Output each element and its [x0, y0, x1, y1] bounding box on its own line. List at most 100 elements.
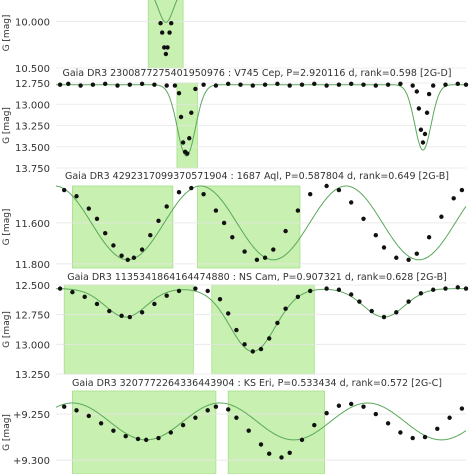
data-point — [406, 257, 411, 262]
data-point — [349, 81, 354, 87]
data-point — [111, 243, 116, 248]
light-curve-panel-5: Gaia DR3 3207772264336443904 : KS Eri, P… — [2, 378, 467, 474]
data-point — [185, 151, 190, 156]
data-point — [394, 310, 399, 315]
data-point — [369, 308, 374, 314]
data-point — [230, 235, 235, 240]
data-point — [398, 430, 403, 435]
data-point — [176, 288, 182, 294]
data-point — [213, 208, 219, 213]
data-point — [416, 106, 422, 111]
data-point — [86, 413, 92, 419]
y-tick-label: 13.250 — [15, 122, 50, 133]
data-point — [324, 410, 329, 416]
data-point — [373, 83, 378, 88]
data-point — [279, 455, 284, 460]
data-point — [254, 257, 260, 262]
data-point — [57, 82, 63, 87]
data-point — [385, 421, 391, 426]
data-point — [234, 327, 239, 333]
data-point — [94, 216, 100, 221]
y-tick-label: 13.500 — [15, 143, 50, 154]
data-point — [295, 294, 301, 300]
data-point — [66, 81, 71, 87]
data-point — [152, 82, 157, 87]
data-point — [258, 442, 264, 447]
light-curve-panel-1: 10.000 10.500 G [mag] — [2, 0, 466, 75]
data-point — [262, 82, 268, 87]
data-point — [381, 245, 387, 250]
data-point — [267, 451, 272, 456]
data-point — [349, 401, 354, 407]
data-point — [443, 286, 448, 291]
data-point — [324, 183, 329, 189]
data-point — [336, 287, 342, 292]
data-point — [201, 82, 206, 87]
data-point — [148, 233, 153, 238]
data-point — [103, 230, 108, 236]
model-curve — [154, 0, 178, 23]
data-point — [94, 301, 100, 307]
data-point — [435, 426, 440, 432]
data-point — [287, 450, 292, 455]
data-point — [180, 140, 186, 145]
model-curve — [56, 84, 466, 157]
data-point — [410, 83, 415, 88]
data-point — [163, 51, 169, 57]
data-point — [459, 187, 465, 193]
data-point — [439, 214, 444, 219]
data-point — [119, 313, 124, 319]
data-point — [169, 21, 174, 26]
data-point — [226, 311, 231, 316]
data-point — [275, 320, 280, 326]
data-point — [312, 81, 317, 87]
data-point — [451, 196, 456, 201]
data-point — [324, 286, 329, 291]
data-point — [139, 247, 145, 252]
panel-title: Gaia DR3 4292317099370571904 : 1687 Aql,… — [65, 171, 449, 182]
data-point — [242, 249, 247, 254]
data-point — [201, 192, 206, 197]
data-point — [381, 314, 387, 320]
data-point — [86, 206, 92, 211]
data-point — [336, 187, 342, 193]
data-point — [165, 45, 170, 50]
data-point — [426, 235, 432, 240]
data-point — [178, 114, 184, 120]
data-point — [119, 253, 124, 258]
data-point — [299, 437, 305, 443]
data-point — [57, 286, 63, 291]
panel-title: Gaia DR3 2300877275401950976 : V745 Cep,… — [62, 68, 451, 79]
data-point — [61, 187, 67, 193]
data-point — [74, 194, 79, 199]
data-point — [312, 422, 317, 428]
data-point — [123, 433, 128, 439]
data-point — [385, 82, 391, 87]
data-point — [103, 81, 108, 87]
y-axis-label: G [mag] — [2, 107, 12, 144]
data-point — [158, 21, 163, 26]
y-tick-label: 10.500 — [15, 64, 50, 75]
data-point — [156, 435, 161, 441]
data-point — [135, 436, 141, 442]
data-point — [299, 82, 305, 87]
model-curve — [55, 185, 467, 261]
highlight-region — [227, 390, 325, 474]
data-point — [324, 83, 329, 88]
light-curve-panel-4: Gaia DR3 1135341864164474880 : NS Cam, P… — [2, 272, 469, 381]
data-point — [90, 82, 96, 87]
y-tick-label: 10.000 — [15, 17, 50, 28]
data-point — [139, 310, 145, 315]
data-point — [349, 292, 354, 297]
y-axis-label: G [mag] — [2, 414, 12, 451]
data-point — [424, 110, 430, 115]
data-point — [189, 185, 194, 191]
data-point — [217, 297, 223, 302]
data-point — [82, 294, 87, 300]
data-point — [361, 82, 366, 87]
y-tick-label: +9.250 — [13, 410, 50, 421]
data-point — [410, 435, 415, 441]
data-point — [443, 82, 448, 87]
data-point — [431, 83, 436, 88]
